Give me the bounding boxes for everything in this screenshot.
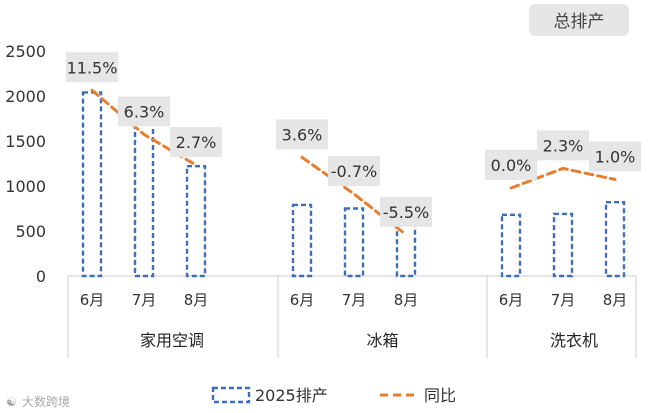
y-tick-label: 500 [15, 222, 46, 241]
watermark-icon: ☯ [6, 395, 17, 409]
y-tick-label: 2500 [5, 42, 46, 61]
y-tick-label: 2000 [5, 87, 46, 106]
yoy-data-label: 11.5% [67, 58, 118, 77]
month-label: 6月 [290, 291, 315, 309]
month-label: 8月 [394, 291, 419, 309]
bar [133, 121, 155, 278]
yoy-label-bg [328, 155, 380, 186]
yoy-label-bg [276, 119, 328, 150]
group-label: 洗衣机 [550, 331, 598, 350]
bar [81, 91, 103, 278]
yoy-data-label: 2.7% [176, 133, 217, 152]
bar [343, 207, 365, 278]
yoy-data-label: 3.6% [282, 125, 323, 144]
badge-label: 总排产 [554, 12, 605, 32]
yoy-data-label: 6.3% [124, 102, 165, 121]
badge-bg [529, 4, 629, 36]
yoy-data-label: -0.7% [331, 162, 377, 181]
yoy-label-bg [537, 130, 589, 161]
y-tick-label: 1000 [5, 177, 46, 196]
bar [185, 164, 207, 278]
month-label: 7月 [132, 291, 157, 309]
watermark-label: 大数跨境 [22, 394, 70, 409]
group-label: 冰箱 [366, 331, 398, 350]
legend-bar-swatch [211, 386, 251, 404]
y-tick-label: 1500 [5, 132, 46, 151]
legend-line-label: 同比 [424, 386, 456, 405]
bar [500, 213, 522, 278]
yoy-label-bg [380, 196, 432, 227]
group-label: 家用空调 [140, 331, 204, 350]
month-label: 6月 [80, 291, 105, 309]
month-label: 8月 [603, 291, 628, 309]
y-tick-label: 0 [36, 267, 46, 286]
month-label: 7月 [342, 291, 367, 309]
yoy-data-label: 2.3% [543, 136, 584, 155]
month-label: 7月 [551, 291, 576, 309]
yoy-label-bg [170, 127, 222, 158]
yoy-label-bg [589, 141, 641, 172]
yoy-data-label: 0.0% [491, 156, 532, 175]
yoy-label-bg [118, 96, 170, 127]
bar [552, 212, 574, 278]
month-label: 6月 [499, 291, 524, 309]
yoy-line [509, 166, 617, 190]
yoy-data-label: -5.5% [383, 203, 429, 222]
bar [291, 203, 313, 278]
yoy-data-label: 1.0% [595, 148, 636, 167]
bar [604, 200, 626, 278]
legend-bar-label: 2025排产 [255, 386, 328, 405]
watermark: ☯ 大数跨境 [6, 394, 70, 409]
yoy-label-bg [485, 150, 537, 180]
month-label: 8月 [184, 291, 209, 309]
yoy-label-bg [66, 52, 118, 83]
